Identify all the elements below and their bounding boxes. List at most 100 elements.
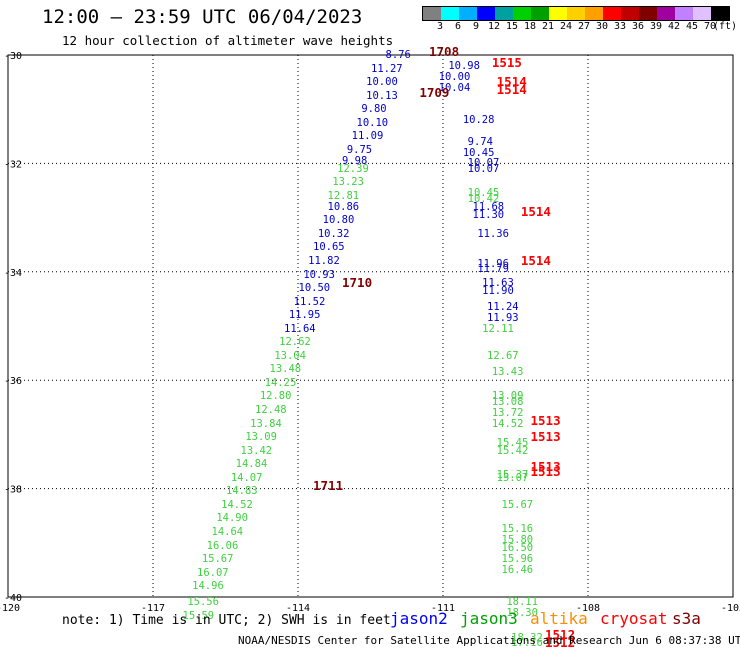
x-tick-label: -114 [286,603,310,614]
swh-value-jason3: 12.39 [337,162,369,175]
swh-value-jason2: 10.10 [356,116,389,129]
colorbar-tick-label: 39 [649,21,663,32]
pass-number-label: 1512 [545,626,576,642]
colorbar-swatch [585,7,603,20]
swh-value-jason3: 13.23 [332,176,364,189]
swh-value-jason3: 12.67 [487,349,519,362]
chart-subtitle: 12 hour collection of altimeter wave hei… [62,33,394,48]
colorbar-swatch [477,7,495,20]
swh-value-jason3: 13.08 [491,395,524,408]
swh-value-jason2: 11.96 [477,257,509,270]
swh-value-jason2: 11.52 [293,295,326,308]
y-tick-label: -34 [4,268,22,279]
colorbar-swatch [711,7,729,20]
colorbar-tick-label: 3 [436,21,444,32]
swh-value-jason3: 14.52 [491,417,524,430]
swh-value-jason2: 9.75 [346,143,373,156]
swh-value-jason3: 13.42 [240,444,273,457]
swh-value-jason2: 10.45 [462,146,495,159]
colorbar-swatch [423,7,441,20]
swh-value-jason2: 11.09 [351,130,384,143]
colorbar-swatch [639,7,657,20]
swh-value-jason3: 13.72 [491,406,524,419]
y-tick-label: -38 [4,485,22,496]
swh-value-jason3: 13.43 [491,366,524,379]
swh-value-jason2: 10.86 [327,200,360,213]
x-tick-label: -108 [576,603,600,614]
swh-value-jason2: 11.36 [477,227,509,240]
pass-number-label: 1708 [429,44,460,60]
colorbar-tick-label: 12 [487,21,501,32]
swh-value-jason3: 14.83 [226,485,258,498]
swh-value-jason2: 10.93 [303,268,335,281]
pass-number-label: 1514 [496,82,527,98]
colorbar-swatch [657,7,675,20]
swh-value-jason2: 9.74 [467,135,493,148]
swh-value-jason3: 15.96 [501,553,534,566]
swh-value-jason3: 16.06 [206,539,239,552]
pass-number-label: 1514 [496,74,527,90]
pass-number-label: 1513 [530,412,561,428]
colorbar-tick-label: 45 [685,21,699,32]
swh-value-jason3: 15.67 [501,498,534,511]
swh-value-jason3: 15.16 [501,523,534,536]
pass-number-label: 1710 [342,274,373,290]
colorbar-swatch [549,7,567,20]
swh-value-jason2: 11.24 [487,301,519,314]
swh-value-jason3: 16.46 [501,563,534,576]
colorbar-tick-label: 15 [505,21,519,32]
swh-value-jason3: 16.07 [197,566,229,579]
pass-number-label: 1711 [313,477,344,493]
colorbar-tick-label: 30 [595,21,609,32]
x-tick-label: -105 [721,603,740,614]
swh-value-jason3: 15.45 [496,436,529,449]
swh-value-jason3: 12.62 [279,336,311,349]
swh-value-jason3: 10.42 [467,192,500,205]
swh-value-jason3: 18.32 [511,631,543,644]
swh-value-jason2: 10.07 [467,157,500,170]
legend-item-jason3: jason3 [460,609,518,628]
swh-value-jason2: 10.00 [366,76,398,89]
colorbar-units: (ft) [713,21,738,32]
legend-item-altika: altika [530,609,588,628]
swh-value-jason3: 15.67 [201,553,234,566]
swh-value-jason3: 15.56 [187,596,219,609]
swh-value-jason2: 11.90 [482,284,514,297]
y-tick-label: -36 [4,376,22,387]
y-tick-label: -30 [4,51,22,62]
swh-value-jason3: 14.96 [192,580,224,593]
swh-value-jason2: 11.68 [472,200,505,213]
swh-value-jason2: 11.63 [482,276,514,289]
x-tick-label: -117 [141,603,165,614]
colorbar-tick-label: 36 [631,21,645,32]
swh-value-jason2: 10.65 [313,241,345,254]
swh-value-jason3: 15.42 [496,444,529,457]
swh-value-jason3: 13.84 [250,417,282,430]
swh-value-jason2: 11.27 [371,62,403,75]
pass-number-label: 1709 [419,84,450,100]
swh-value-jason3: 13.04 [274,349,306,362]
swh-value-jason2: 11.79 [477,263,509,276]
swh-value-jason3: 14.84 [235,458,268,471]
plot-frame [7,54,734,598]
swh-value-jason3: 15.59 [182,609,215,622]
colorbar-tick-label: 24 [559,21,573,32]
colorbar-ticks: 3 6 9 12 15 18 21 24 27 30 33 36 39 42 45 70 [422,21,728,33]
colorbar [422,6,730,21]
swh-value-jason3: 14.25 [264,376,297,389]
swh-value-jason3: 14.52 [221,498,253,511]
swh-value-jason3: 16.50 [501,542,534,555]
swh-value-jason3: 17.16 [511,637,543,650]
swh-value-jason3: 10.45 [467,187,500,200]
swh-value-jason3: 12.81 [327,189,360,202]
swh-value-jason2: 10.00 [438,70,471,83]
swh-value-jason3: 14.90 [216,512,248,525]
legend-item-s3a: s3a [672,609,701,628]
swh-value-jason2: 9.80 [361,103,387,116]
credit-line: NOAA/NESDIS Center for Satellite Applica… [238,634,740,647]
swh-value-jason3: 12.11 [482,322,514,335]
swh-value-jason2: 9.98 [342,154,368,167]
y-tick-label: -40 [4,593,22,604]
